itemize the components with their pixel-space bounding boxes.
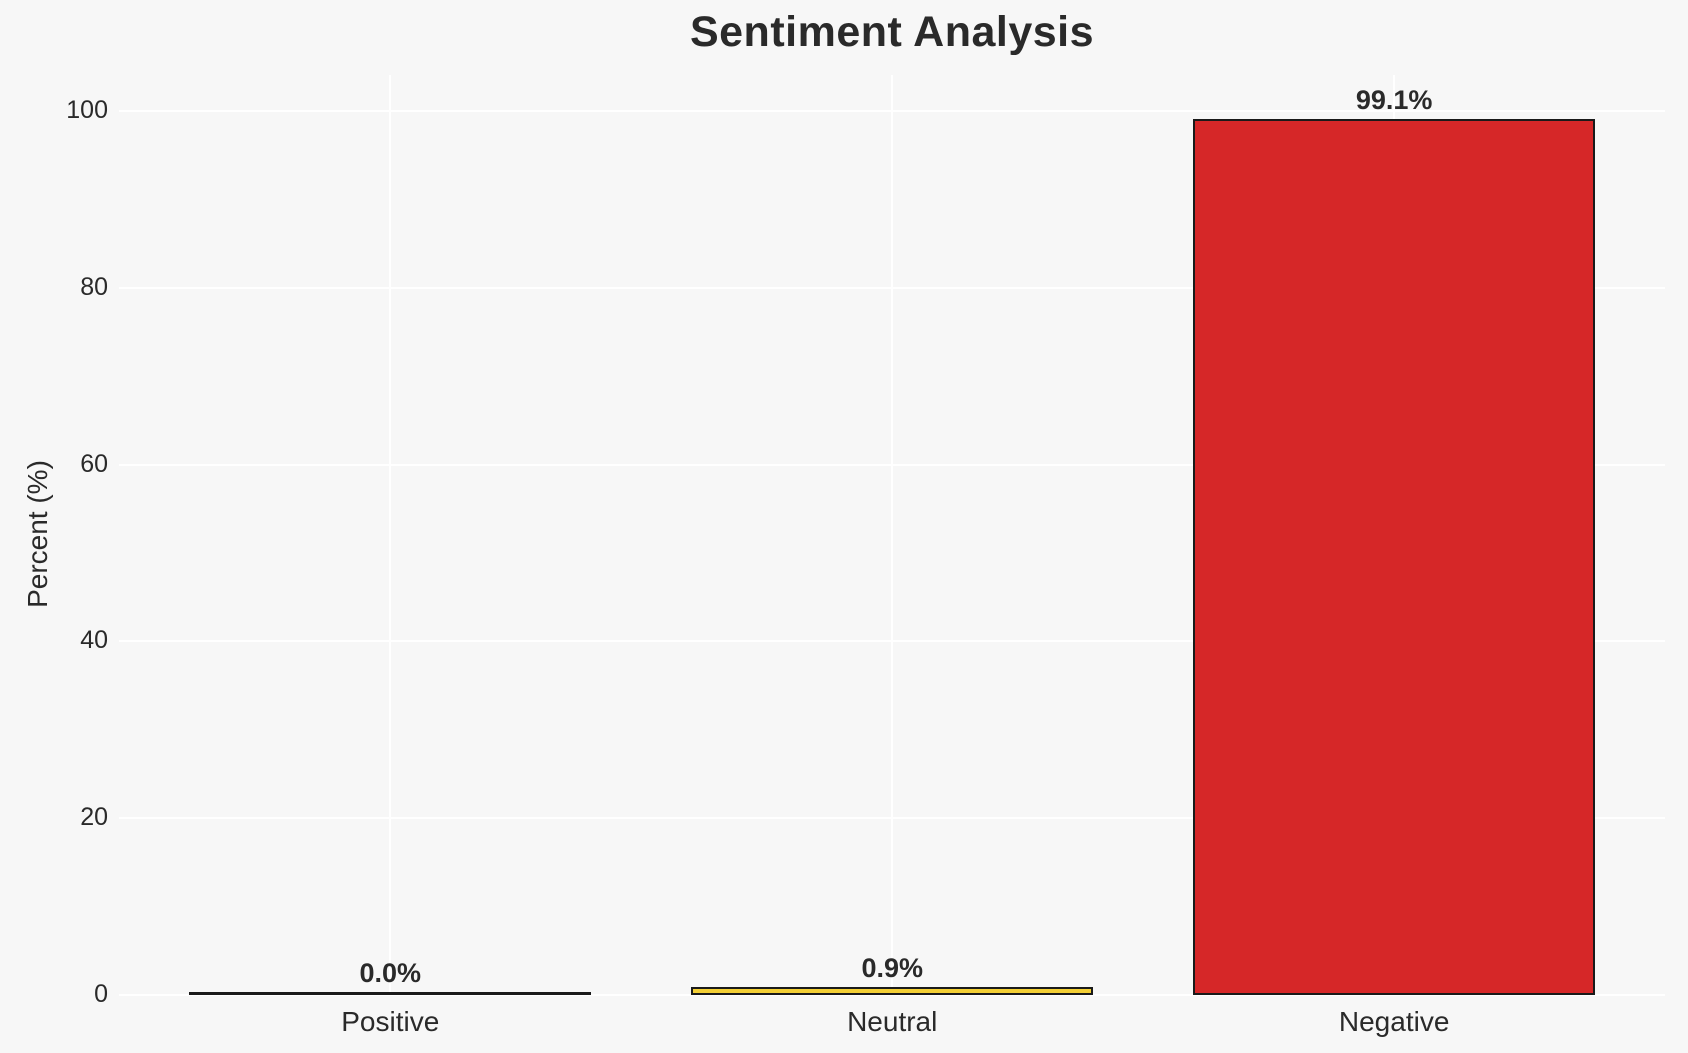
bar-value-label: 99.1% [1355,84,1433,115]
y-axis-label: Percent (%) [22,460,53,608]
x-tick-label-neutral: Neutral [847,1006,938,1037]
bar-value-label: 0.0% [359,958,422,988]
bar-value-label: 0.9% [861,953,923,984]
y-tick-label: 20 [80,803,108,832]
x-tick-label-negative: Negative [1338,1006,1450,1037]
chart-title: Sentiment Analysis [689,8,1095,56]
y-tick-label: 100 [66,95,108,124]
x-gridline [389,75,392,995]
x-tick-label-positive: Positive [341,1006,440,1037]
bar-negative [1193,118,1595,995]
y-tick-label: 60 [80,449,108,478]
bar-neutral [691,987,1093,995]
y-tick-label: 0 [94,980,108,1008]
x-gridline [891,75,893,995]
y-tick-label: 40 [80,626,108,655]
y-gridline [119,994,1665,996]
bar-positive [189,992,591,995]
y-tick-label: 80 [80,272,108,301]
